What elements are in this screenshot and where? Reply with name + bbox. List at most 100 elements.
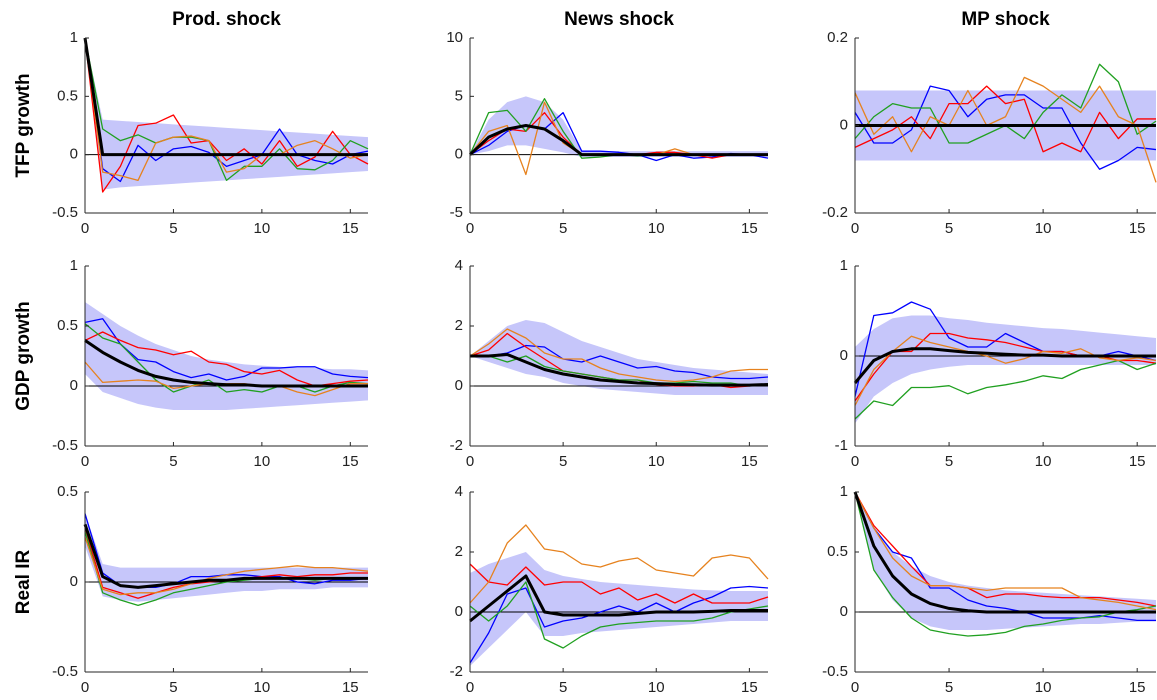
x-tick-label: 0	[851, 220, 859, 237]
y-tick-label: 0	[455, 146, 463, 163]
x-tick-label: 5	[559, 679, 567, 696]
x-tick-label: 5	[945, 220, 953, 237]
irf-line	[469, 563, 769, 604]
y-tick-label: 0	[455, 603, 463, 620]
x-tick-label: 5	[169, 453, 177, 470]
irf-line	[854, 359, 1157, 420]
x-tick-label: 15	[1129, 453, 1146, 470]
confidence-band	[470, 552, 768, 666]
y-tick-label: 1	[70, 257, 78, 274]
y-tick-label: 0	[840, 347, 848, 364]
confidence-band	[470, 320, 768, 395]
x-tick-label: 0	[81, 220, 89, 237]
y-tick-label: 1	[840, 257, 848, 274]
y-tick-label: 0.2	[827, 29, 848, 46]
y-axis-label: GDP growth	[13, 301, 34, 410]
x-tick-label: 5	[169, 220, 177, 237]
y-tick-label: 2	[455, 543, 463, 560]
x-tick-label: 15	[1129, 220, 1146, 237]
irf-line	[470, 344, 769, 380]
x-tick-label: 10	[1035, 679, 1052, 696]
irf-line	[84, 37, 369, 183]
y-tick-label: -0.2	[822, 204, 848, 221]
confidence-band	[85, 38, 368, 190]
x-tick-label: 0	[851, 679, 859, 696]
irf-line	[83, 37, 368, 157]
y-tick-label: 0	[840, 603, 848, 620]
y-tick-label: 4	[455, 257, 463, 274]
x-tick-label: 5	[559, 453, 567, 470]
y-tick-label: 0	[70, 377, 78, 394]
irf-line	[469, 574, 768, 623]
x-tick-label: 10	[254, 679, 271, 696]
confidence-band	[855, 492, 1156, 630]
irf-line	[853, 491, 1156, 614]
x-tick-label: 5	[945, 453, 953, 470]
x-tick-label: 0	[81, 453, 89, 470]
x-tick-label: 15	[1129, 679, 1146, 696]
x-tick-label: 0	[81, 679, 89, 696]
y-tick-label: -0.5	[52, 663, 78, 680]
y-tick-label: 0.5	[57, 483, 78, 500]
irf-line	[84, 318, 369, 381]
x-tick-label: 0	[466, 220, 474, 237]
irf-line	[854, 491, 1157, 611]
x-tick-label: 10	[648, 453, 665, 470]
panel-title: MP shock	[961, 9, 1050, 30]
x-tick-label: 15	[741, 220, 758, 237]
irf-line	[469, 581, 769, 649]
irf-line	[84, 339, 368, 388]
irf-line	[84, 37, 369, 193]
x-tick-label: 10	[648, 220, 665, 237]
x-tick-label: 10	[254, 453, 271, 470]
y-tick-label: -0.5	[52, 437, 78, 454]
irf-line	[854, 491, 1157, 607]
irf-line	[854, 76, 1157, 183]
x-tick-label: 5	[945, 679, 953, 696]
y-tick-label: 0.5	[57, 87, 78, 104]
irf-line	[84, 536, 369, 596]
y-tick-label: -0.5	[52, 204, 78, 221]
x-tick-label: 15	[741, 679, 758, 696]
x-tick-label: 15	[342, 679, 359, 696]
y-tick-label: 0.5	[57, 317, 78, 334]
x-tick-label: 15	[342, 453, 359, 470]
y-tick-label: -2	[450, 663, 463, 680]
y-tick-label: 1	[70, 29, 78, 46]
x-tick-label: 10	[254, 220, 271, 237]
irf-line	[469, 524, 769, 604]
y-tick-label: 0	[840, 116, 848, 133]
x-tick-label: 10	[648, 679, 665, 696]
x-tick-label: 15	[741, 453, 758, 470]
irf-line	[83, 523, 368, 589]
irf-line	[854, 85, 1156, 153]
y-tick-label: 5	[455, 87, 463, 104]
x-tick-label: 5	[169, 679, 177, 696]
confidence-band	[85, 302, 368, 410]
y-tick-label: -0.5	[822, 663, 848, 680]
irf-line	[84, 37, 369, 181]
irf-line	[854, 335, 1157, 406]
irf-line	[854, 85, 1157, 170]
y-tick-label: -1	[835, 437, 848, 454]
irf-line	[468, 124, 768, 157]
irf-line	[84, 323, 369, 393]
x-tick-label: 5	[559, 220, 567, 237]
y-tick-label: 0	[70, 146, 78, 163]
y-axis-label: Real IR	[13, 550, 34, 615]
y-axis-label: TFP growth	[13, 73, 34, 177]
y-tick-label: 1	[840, 483, 848, 500]
y-tick-label: 4	[455, 483, 463, 500]
irf-line	[470, 353, 769, 387]
irf-line	[854, 491, 1157, 637]
x-tick-label: 0	[851, 453, 859, 470]
y-tick-label: -5	[450, 204, 463, 221]
y-tick-label: 10	[446, 29, 463, 46]
y-tick-label: 0	[455, 377, 463, 394]
panel-title: Prod. shock	[172, 9, 281, 30]
y-tick-label: -2	[450, 437, 463, 454]
confidence-band	[85, 513, 368, 602]
confidence-band	[855, 315, 1156, 424]
